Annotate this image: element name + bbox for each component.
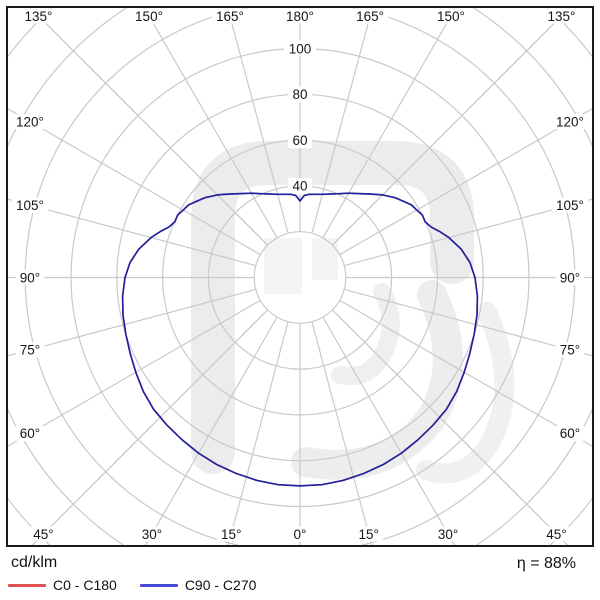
angle-label-75-right: 75° — [560, 343, 580, 358]
grid-radial-line — [344, 198, 592, 267]
angle-label-bg — [211, 8, 249, 24]
grid-radial-line — [8, 108, 261, 256]
legend-label-c90-c270: C90 - C270 — [184, 577, 257, 593]
legend: cd/klm η = 88% C0 - C180 C90 - C270 — [0, 548, 600, 600]
angle-label-bg — [137, 526, 167, 542]
c90-c270-line-swatch — [139, 583, 178, 587]
ring-label-bg — [288, 132, 312, 149]
distributor-logo-watermark — [191, 141, 515, 484]
grid-radial-line — [322, 8, 457, 239]
angle-label-bg — [351, 8, 389, 24]
grid-radial-line — [144, 316, 278, 545]
grid-radial-line — [227, 321, 289, 545]
c0-c180-line-swatch — [8, 583, 46, 587]
ring-value-label: 60 — [292, 133, 307, 148]
angle-label-165-left: 165° — [216, 9, 244, 24]
ring-label-bg — [288, 86, 312, 103]
angle-label-180: 180° — [286, 9, 314, 24]
grid-radial-line — [339, 299, 592, 447]
legend-items: C0 - C180 C90 - C270 — [8, 577, 256, 593]
unit-label: cd/klm — [11, 554, 58, 571]
angle-label-150-right: 150° — [437, 9, 465, 24]
angle-label-bg — [15, 342, 45, 358]
grid-radial-line — [143, 8, 278, 239]
angle-label-60-left: 60° — [20, 426, 40, 441]
grid-radial-line — [344, 288, 592, 357]
legend-item-c0-c180: C0 - C180 — [8, 577, 117, 593]
angle-label-120-right: 120° — [556, 114, 584, 129]
grid-radial-line — [322, 316, 456, 545]
angle-label-45-left: 45° — [33, 527, 53, 542]
angle-label-90-left: 90° — [20, 270, 40, 285]
angle-label-bg — [551, 114, 589, 130]
angle-label-90-right: 90° — [560, 270, 580, 285]
angle-label-165-right: 165° — [356, 9, 384, 24]
angle-label-bg — [433, 526, 463, 542]
angle-label-135-right: 135° — [548, 9, 576, 24]
angle-label-15-left: 15° — [221, 527, 241, 542]
angle-label-bg — [15, 425, 45, 441]
ring-value-label: 100 — [289, 41, 312, 56]
angle-label-105-left: 105° — [16, 198, 44, 213]
grid-radial-line — [311, 321, 373, 545]
photometric-curve-c90-c270 — [121, 192, 479, 487]
angle-label-bg — [11, 197, 49, 213]
angle-label-bg — [551, 197, 589, 213]
angle-label-15-right: 15° — [359, 527, 379, 542]
chart-frame — [6, 6, 594, 547]
legend-label-c0-c180: C0 - C180 — [53, 577, 117, 593]
ring-value-label: 40 — [292, 179, 307, 194]
angle-label-bg — [289, 526, 311, 542]
angle-label-bg — [542, 526, 571, 542]
angle-label-105-right: 105° — [556, 198, 584, 213]
ring-label-bg — [288, 177, 312, 194]
angle-label-bg — [20, 8, 57, 24]
ring-label-bg — [284, 40, 316, 57]
angle-label-0: 0° — [294, 527, 307, 542]
angle-label-bg — [281, 8, 319, 24]
angle-label-bg — [216, 526, 246, 542]
angle-label-30-right: 30° — [438, 527, 458, 542]
grid-radial-line — [8, 198, 256, 267]
ring-value-label: 80 — [292, 87, 307, 102]
grid-radial-line — [8, 299, 261, 447]
ring-value-labels: 40 60 80 100 — [284, 40, 316, 194]
angle-label-30-left: 30° — [142, 527, 162, 542]
grid-radial-line — [8, 288, 256, 357]
grid-radial-line — [339, 108, 592, 256]
angle-label-120-left: 120° — [16, 114, 44, 129]
angle-label-bg — [555, 425, 585, 441]
angle-label-135-left: 135° — [25, 9, 53, 24]
angle-label-bg — [130, 8, 168, 24]
grid-radial-line — [227, 8, 289, 234]
curves — [121, 192, 479, 487]
angle-label-bg — [15, 270, 45, 285]
angle-label-bg — [354, 526, 384, 542]
angle-label-60-right: 60° — [560, 426, 580, 441]
angle-label-bg — [543, 8, 580, 24]
angle-label-bg — [555, 270, 585, 285]
angle-labels: 0° 15° 15° 30° 30° 45° 45° 60° 60° 75° 75° 90° 90° 10… — [11, 8, 589, 542]
angle-label-150-left: 150° — [135, 9, 163, 24]
angle-label-bg — [29, 526, 58, 542]
efficiency-value: η = 88% — [516, 555, 576, 572]
angle-label-75-left: 75° — [20, 343, 40, 358]
angle-label-bg — [11, 114, 49, 130]
legend-item-c90-c270: C90 - C270 — [139, 577, 257, 593]
angle-label-bg — [432, 8, 470, 24]
angle-label-bg — [555, 342, 585, 358]
grid-radial-line — [311, 8, 373, 234]
angle-label-45-right: 45° — [546, 527, 566, 542]
